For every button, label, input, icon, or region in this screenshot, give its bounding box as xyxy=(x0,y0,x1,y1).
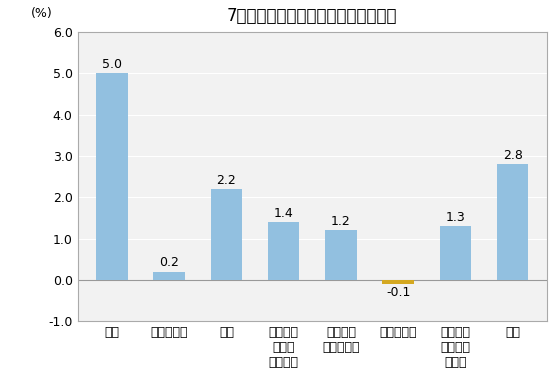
Bar xyxy=(268,222,299,280)
Title: 7月份居民消费价格分类别同比涨跌幅: 7月份居民消费价格分类别同比涨跌幅 xyxy=(227,7,398,25)
Text: 1.3: 1.3 xyxy=(445,211,465,224)
Text: -0.1: -0.1 xyxy=(386,287,411,300)
Text: 0.2: 0.2 xyxy=(159,256,179,269)
Bar xyxy=(211,189,242,280)
Bar xyxy=(382,280,414,284)
Bar xyxy=(325,230,357,280)
Bar xyxy=(153,271,185,280)
Text: (%): (%) xyxy=(30,8,53,20)
Text: 5.0: 5.0 xyxy=(102,58,122,71)
Text: 2.8: 2.8 xyxy=(503,149,522,162)
Text: 2.2: 2.2 xyxy=(217,174,237,186)
Bar xyxy=(440,226,471,280)
Bar xyxy=(497,164,529,280)
Bar xyxy=(96,73,127,280)
Text: 1.2: 1.2 xyxy=(331,215,351,228)
Text: 1.4: 1.4 xyxy=(274,206,294,220)
